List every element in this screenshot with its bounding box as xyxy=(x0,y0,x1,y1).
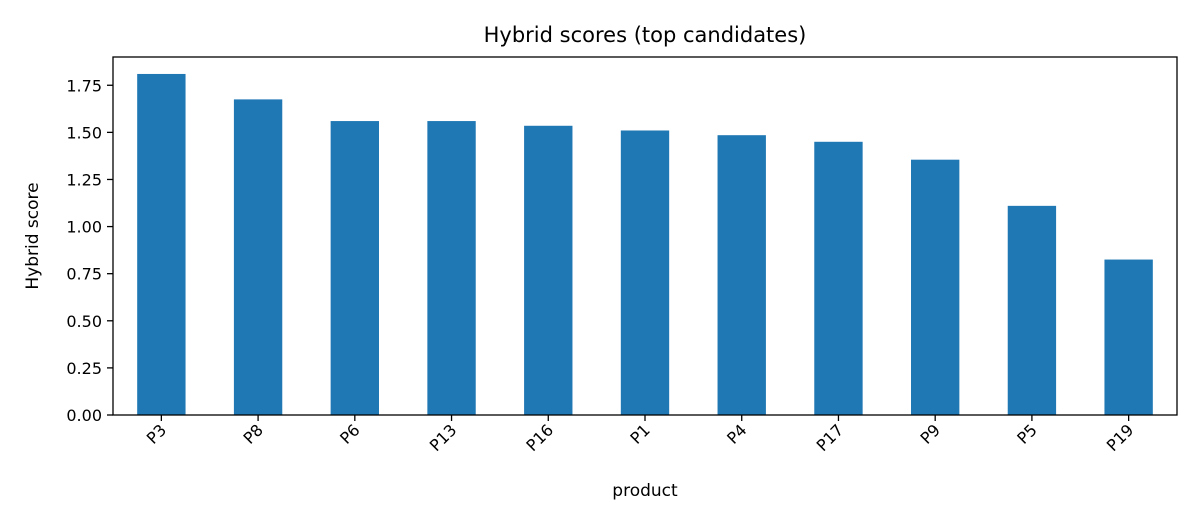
x-tick-label: P19 xyxy=(1103,420,1138,455)
y-axis: 0.00 0.25 0.50 0.75 1.00 1.25 1.50 1.75 xyxy=(66,76,113,425)
bar-p16 xyxy=(524,125,573,415)
y-tick-label: 0.75 xyxy=(66,265,102,284)
x-tick-label: P17 xyxy=(813,420,848,455)
y-axis-label: Hybrid score xyxy=(23,182,43,289)
bar-p6 xyxy=(330,121,379,415)
bar-p5 xyxy=(1007,205,1057,415)
x-tick-label: P16 xyxy=(522,420,557,455)
x-tick-label: P6 xyxy=(336,420,363,447)
plot-frame xyxy=(112,56,1178,416)
bar-p17 xyxy=(814,141,863,415)
bar-p1 xyxy=(620,130,670,416)
y-tick-label: 0.25 xyxy=(66,359,102,378)
bar-p13 xyxy=(427,121,476,415)
y-tick-label: 1.50 xyxy=(66,123,102,142)
bars-group xyxy=(137,73,1153,416)
y-tick-label: 1.25 xyxy=(66,170,102,189)
y-tick-label: 1.00 xyxy=(66,218,102,237)
x-tick-label: P1 xyxy=(626,420,653,447)
x-axis: P3 P8 P6 P13 P16 P1 P4 P17 P9 P5 P19 xyxy=(143,415,1138,455)
y-tick-label: 0.50 xyxy=(66,312,102,331)
bar-p3 xyxy=(137,73,186,416)
x-tick-label: P13 xyxy=(426,420,461,455)
y-tick-label: 0.00 xyxy=(66,406,102,425)
x-tick-label: P4 xyxy=(723,420,750,447)
x-axis-label: product xyxy=(612,481,678,501)
y-tick-label: 1.75 xyxy=(66,76,102,95)
x-tick-label: P9 xyxy=(917,420,944,447)
x-tick-label: P8 xyxy=(239,420,266,447)
x-tick-label: P3 xyxy=(143,420,170,447)
bar-p8 xyxy=(233,99,283,415)
bar-p4 xyxy=(717,135,766,415)
chart-title: Hybrid scores (top candidates) xyxy=(484,23,807,47)
bar-p9 xyxy=(911,159,960,415)
bar-p19 xyxy=(1104,259,1153,415)
x-tick-label: P5 xyxy=(1013,420,1040,447)
